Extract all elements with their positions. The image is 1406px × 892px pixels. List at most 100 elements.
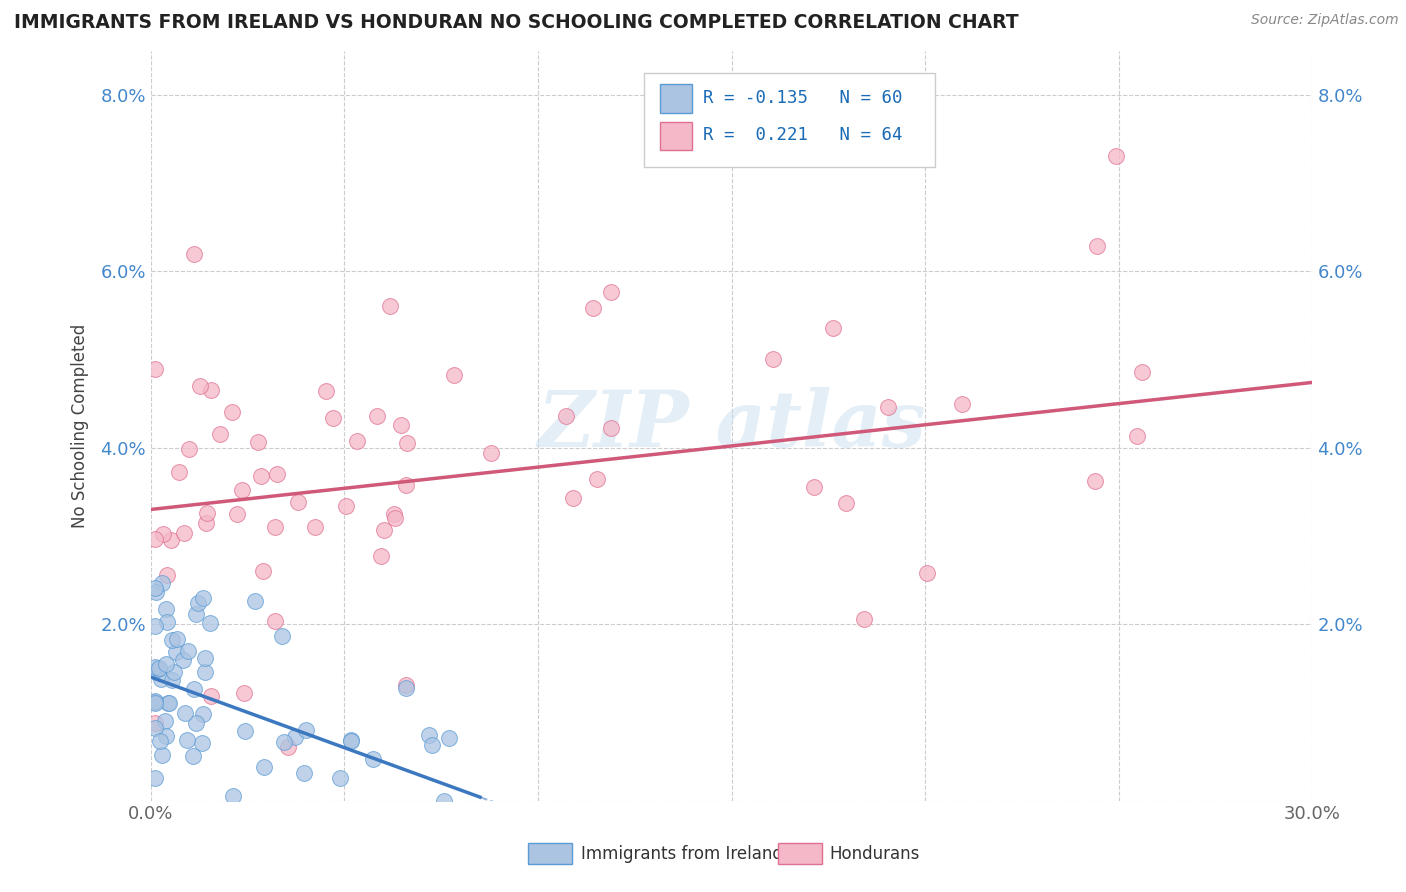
Text: IMMIGRANTS FROM IRELAND VS HONDURAN NO SCHOOLING COMPLETED CORRELATION CHART: IMMIGRANTS FROM IRELAND VS HONDURAN NO S… [14, 13, 1019, 32]
Point [586, 472, 609, 486]
Point [853, 612, 876, 626]
Point [156, 615, 179, 630]
Point [143, 582, 166, 596]
Point [174, 706, 197, 720]
Point [155, 730, 177, 744]
Point [273, 735, 295, 749]
Point [373, 523, 395, 537]
Point [160, 673, 183, 687]
Point [479, 446, 502, 460]
Point [143, 660, 166, 674]
Point [166, 632, 188, 646]
Point [322, 411, 344, 425]
Point [346, 434, 368, 449]
Point [252, 564, 274, 578]
FancyBboxPatch shape [529, 843, 572, 864]
Point [253, 760, 276, 774]
FancyBboxPatch shape [659, 122, 692, 151]
FancyBboxPatch shape [644, 73, 935, 167]
Point [600, 420, 623, 434]
Point [143, 694, 166, 708]
Point [183, 682, 205, 697]
Point [222, 789, 245, 804]
Point [437, 731, 460, 745]
Point [160, 533, 183, 547]
Point [271, 629, 294, 643]
Point [378, 299, 401, 313]
Point [394, 681, 416, 695]
Point [395, 678, 418, 692]
Point [200, 689, 222, 703]
Text: Immigrants from Ireland: Immigrants from Ireland [581, 845, 783, 863]
Point [176, 732, 198, 747]
Point [221, 404, 243, 418]
Point [226, 507, 249, 521]
Point [292, 766, 315, 780]
Point [208, 427, 231, 442]
Point [835, 496, 858, 510]
Point [315, 384, 337, 398]
Point [582, 301, 605, 316]
Point [150, 748, 173, 763]
Point [200, 383, 222, 397]
Point [155, 602, 177, 616]
Text: R =  0.221   N = 64: R = 0.221 N = 64 [703, 127, 903, 145]
Point [155, 657, 177, 671]
Point [1084, 474, 1107, 488]
Point [157, 696, 180, 710]
Point [186, 596, 208, 610]
Point [183, 247, 205, 261]
Text: Source: ZipAtlas.com: Source: ZipAtlas.com [1251, 13, 1399, 28]
Point [143, 696, 166, 710]
Point [335, 500, 357, 514]
Point [198, 616, 221, 631]
Point [177, 644, 200, 658]
Point [191, 736, 214, 750]
Y-axis label: No Schooling Completed: No Schooling Completed [72, 324, 89, 528]
Point [366, 409, 388, 423]
Point [562, 491, 585, 505]
Point [389, 417, 412, 432]
Text: R = -0.135   N = 60: R = -0.135 N = 60 [703, 89, 903, 107]
Point [340, 733, 363, 747]
Point [263, 615, 285, 629]
Point [143, 619, 166, 633]
Point [1105, 149, 1128, 163]
Point [173, 525, 195, 540]
Point [761, 351, 783, 366]
Point [950, 396, 973, 410]
Point [329, 771, 352, 785]
Point [233, 685, 256, 699]
Point [172, 653, 194, 667]
Point [193, 591, 215, 606]
Point [396, 435, 419, 450]
Point [188, 379, 211, 393]
Text: ZIP atlas: ZIP atlas [537, 387, 927, 464]
Point [194, 650, 217, 665]
Point [153, 714, 176, 728]
Point [249, 469, 271, 483]
Point [295, 723, 318, 738]
Point [143, 715, 166, 730]
Point [395, 478, 418, 492]
Point [1085, 239, 1108, 253]
Point [148, 661, 170, 675]
Point [1130, 365, 1153, 379]
Point [143, 532, 166, 546]
Point [233, 723, 256, 738]
Point [420, 738, 443, 752]
Point [263, 520, 285, 534]
Point [150, 575, 173, 590]
Point [149, 733, 172, 747]
Point [821, 321, 844, 335]
Point [266, 467, 288, 481]
Point [143, 721, 166, 735]
Point [194, 665, 217, 680]
Point [143, 361, 166, 376]
Point [246, 435, 269, 450]
FancyBboxPatch shape [659, 85, 692, 113]
Point [148, 662, 170, 676]
Point [304, 520, 326, 534]
Point [277, 739, 299, 754]
Point [599, 285, 621, 299]
